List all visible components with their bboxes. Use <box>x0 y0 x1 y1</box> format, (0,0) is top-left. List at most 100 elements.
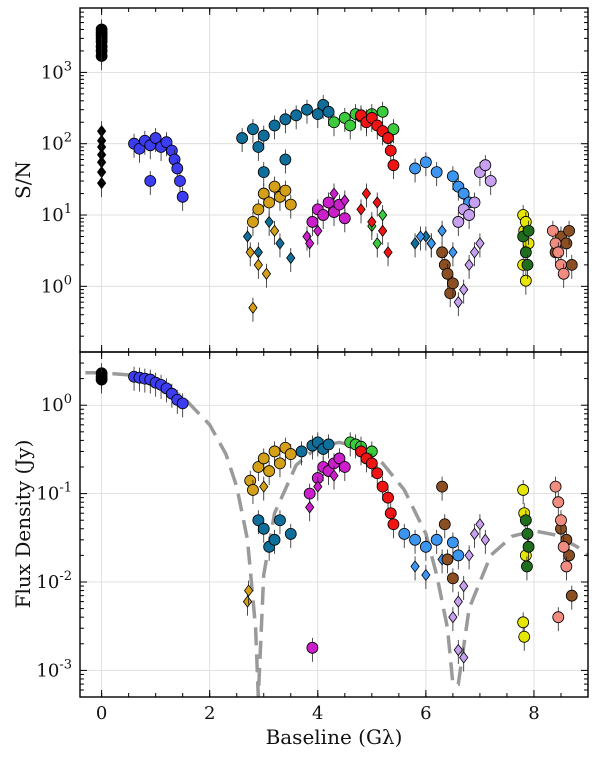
data-point <box>274 514 286 527</box>
data-point <box>438 518 451 531</box>
data-point <box>459 579 469 593</box>
data-point <box>313 480 323 493</box>
bottom-y-axis-label: Flux Density (Jy) <box>11 440 35 609</box>
data-point <box>549 480 562 493</box>
data-point <box>560 560 573 573</box>
data-point <box>446 536 459 549</box>
data-point <box>371 467 384 480</box>
data-point <box>259 480 269 493</box>
data-point <box>384 144 397 157</box>
y-tick-label: 100 <box>41 273 72 297</box>
data-point <box>563 224 575 237</box>
data-point <box>555 514 567 527</box>
data-point <box>383 246 393 259</box>
data-point <box>95 23 108 36</box>
data-point <box>286 251 296 265</box>
data-point <box>410 237 420 250</box>
data-point <box>329 187 339 200</box>
data-point <box>263 196 276 209</box>
top-y-axis-label: S/N <box>11 161 35 199</box>
x-tick-label: 2 <box>204 703 215 724</box>
data-point <box>552 496 565 509</box>
data-point <box>313 224 323 238</box>
data-point <box>409 162 421 175</box>
data-point <box>475 518 485 531</box>
data-point <box>484 175 497 187</box>
data-point <box>176 190 189 203</box>
x-tick-label: 4 <box>312 703 323 724</box>
data-point <box>387 518 400 531</box>
plot-frame <box>79 7 589 353</box>
data-point <box>171 162 184 175</box>
data-point <box>387 159 400 172</box>
data-point <box>464 549 474 562</box>
data-point <box>446 277 459 290</box>
data-point <box>344 119 357 132</box>
data-point <box>560 237 573 250</box>
data-point <box>274 457 286 470</box>
data-point <box>275 237 285 250</box>
data-point <box>329 469 339 482</box>
data-point <box>522 224 535 237</box>
data-point <box>365 457 378 470</box>
data-point <box>415 230 426 243</box>
data-point <box>376 480 389 493</box>
data-point <box>372 196 382 209</box>
data-point <box>144 175 157 187</box>
data-point <box>382 132 394 144</box>
data-point <box>295 445 308 458</box>
data-point <box>257 522 270 535</box>
data-point <box>253 258 263 272</box>
data-point <box>96 176 107 190</box>
data-point <box>410 560 420 573</box>
data-point <box>522 540 535 553</box>
data-point <box>446 572 459 585</box>
data-point <box>378 208 388 222</box>
x-tick-label: 8 <box>528 703 539 724</box>
data-point <box>398 528 411 540</box>
data-point <box>469 527 480 541</box>
data-point <box>305 501 315 514</box>
data-point <box>284 528 297 540</box>
data-point <box>448 246 458 259</box>
top-panel: 100 101 102 103 <box>41 7 589 353</box>
y-tick-label: 10-1 <box>36 481 72 505</box>
data-point <box>469 246 480 259</box>
data-point <box>517 484 530 496</box>
data-point <box>521 528 534 540</box>
data-point <box>444 287 457 300</box>
data-point <box>322 105 335 118</box>
data-point <box>268 445 281 458</box>
data-point <box>384 507 397 520</box>
data-point <box>279 184 292 197</box>
data-point <box>257 452 270 465</box>
data-point <box>518 630 531 643</box>
data-point <box>268 180 281 193</box>
data-point <box>305 237 315 250</box>
y-tick-label: 101 <box>41 202 72 226</box>
x-axis-label: Baseline (Gλ) <box>266 725 403 749</box>
data-point <box>328 116 340 129</box>
data-point <box>453 295 463 309</box>
data-point <box>565 258 578 271</box>
data-point <box>419 540 432 553</box>
data-point <box>247 484 259 496</box>
y-tick-label: 102 <box>41 131 72 155</box>
data-point <box>468 196 481 209</box>
data-point <box>252 141 265 153</box>
data-point <box>436 480 448 493</box>
y-tick-label: 10-3 <box>36 657 72 681</box>
x-tick-label: 0 <box>96 703 107 724</box>
data-point <box>436 246 448 259</box>
data-point <box>279 113 292 126</box>
data-point <box>284 198 297 211</box>
data-point <box>268 119 281 132</box>
data-point <box>264 215 274 229</box>
data-point <box>247 216 259 228</box>
data-point <box>322 196 335 209</box>
x-tick-label: 6 <box>420 703 431 724</box>
data-point <box>382 491 394 504</box>
data-point <box>236 132 249 144</box>
bottom-panel: 0 2 4 6 8 10-3 10-2 10-1 100 <box>36 351 590 724</box>
